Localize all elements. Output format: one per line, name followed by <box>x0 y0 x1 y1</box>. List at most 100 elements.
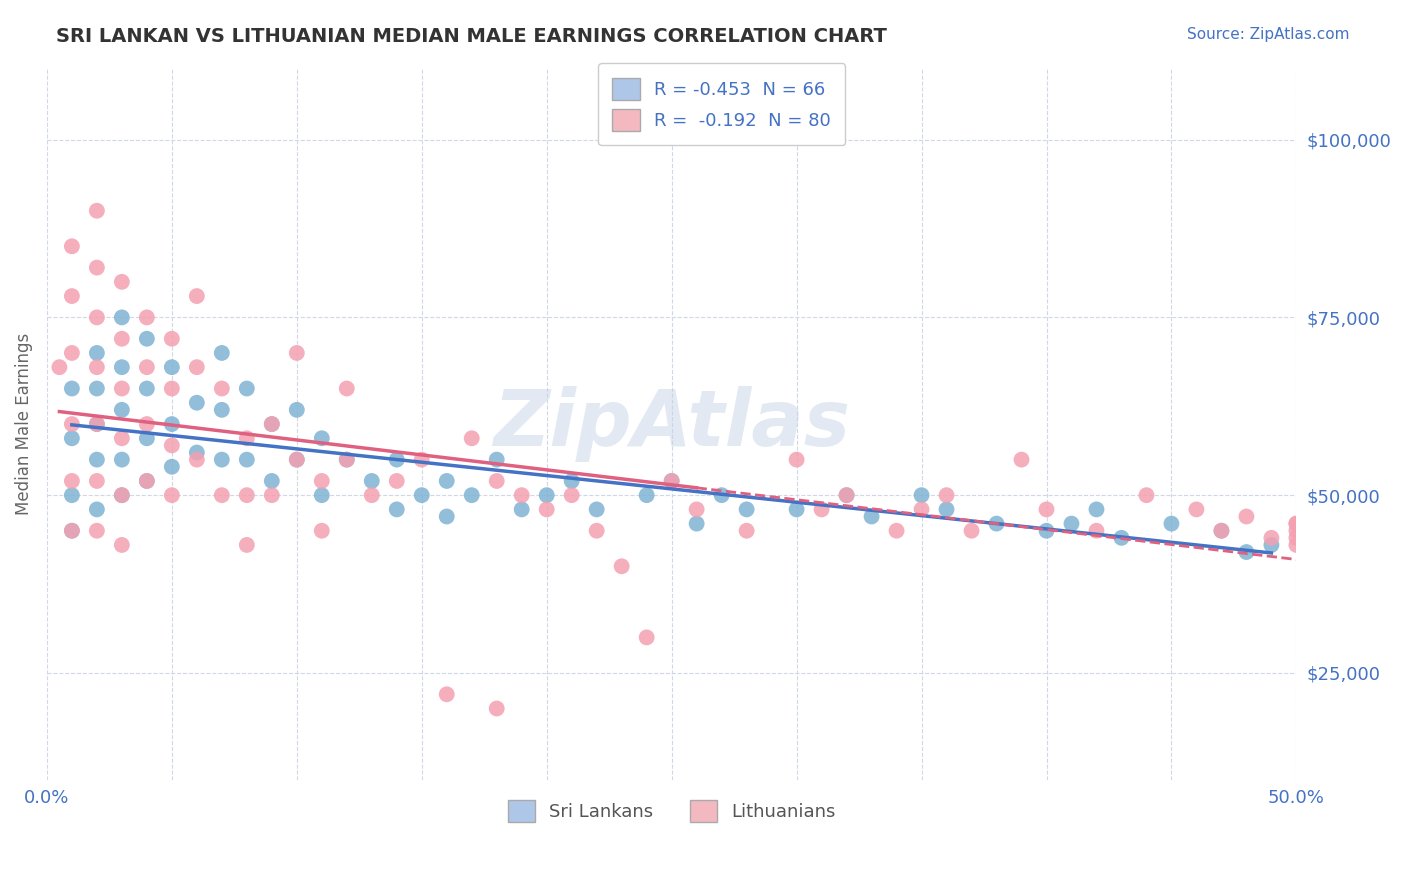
Text: ZipAtlas: ZipAtlas <box>494 386 851 462</box>
Point <box>111 402 134 417</box>
Point <box>60 239 83 253</box>
Point <box>786 452 808 467</box>
Point <box>1160 516 1182 531</box>
Point <box>1285 531 1308 545</box>
Point <box>86 474 108 488</box>
Point <box>260 417 283 431</box>
Point <box>411 488 433 502</box>
Point <box>360 474 382 488</box>
Point <box>86 524 108 538</box>
Point <box>160 382 183 396</box>
Point <box>610 559 633 574</box>
Point <box>860 509 883 524</box>
Point <box>111 488 134 502</box>
Point <box>461 488 484 502</box>
Point <box>935 488 957 502</box>
Point <box>135 431 157 445</box>
Point <box>585 502 607 516</box>
Point <box>135 332 157 346</box>
Point <box>111 488 134 502</box>
Point <box>186 452 208 467</box>
Point <box>510 488 533 502</box>
Point <box>111 360 134 375</box>
Point <box>1185 502 1208 516</box>
Point <box>311 431 333 445</box>
Point <box>160 459 183 474</box>
Point <box>135 474 157 488</box>
Point <box>485 452 508 467</box>
Point <box>910 488 932 502</box>
Point <box>661 474 683 488</box>
Point <box>160 360 183 375</box>
Point <box>685 516 707 531</box>
Point <box>135 360 157 375</box>
Point <box>111 332 134 346</box>
Point <box>786 502 808 516</box>
Point <box>236 488 259 502</box>
Y-axis label: Median Male Earnings: Median Male Earnings <box>15 333 32 516</box>
Point <box>385 502 408 516</box>
Point <box>636 488 658 502</box>
Point <box>260 417 283 431</box>
Point <box>710 488 733 502</box>
Point <box>111 275 134 289</box>
Point <box>86 310 108 325</box>
Point <box>86 360 108 375</box>
Point <box>86 346 108 360</box>
Point <box>48 360 70 375</box>
Point <box>436 509 458 524</box>
Point <box>186 360 208 375</box>
Point <box>1285 516 1308 531</box>
Point <box>211 402 233 417</box>
Point <box>86 260 108 275</box>
Point <box>1135 488 1157 502</box>
Point <box>60 346 83 360</box>
Point <box>160 332 183 346</box>
Point <box>661 474 683 488</box>
Point <box>1035 502 1057 516</box>
Point <box>211 346 233 360</box>
Point <box>1085 524 1108 538</box>
Point <box>135 474 157 488</box>
Point <box>186 289 208 303</box>
Point <box>111 431 134 445</box>
Point <box>986 516 1008 531</box>
Point <box>411 452 433 467</box>
Point <box>86 502 108 516</box>
Point <box>561 474 583 488</box>
Point <box>735 524 758 538</box>
Point <box>86 203 108 218</box>
Point <box>336 452 359 467</box>
Point <box>485 474 508 488</box>
Point <box>285 452 308 467</box>
Point <box>186 395 208 409</box>
Point <box>1060 516 1083 531</box>
Point <box>236 538 259 552</box>
Point <box>436 474 458 488</box>
Point <box>1035 524 1057 538</box>
Point <box>160 417 183 431</box>
Point <box>485 701 508 715</box>
Point <box>236 382 259 396</box>
Point <box>260 474 283 488</box>
Point <box>285 452 308 467</box>
Point <box>60 382 83 396</box>
Text: Source: ZipAtlas.com: Source: ZipAtlas.com <box>1187 27 1350 42</box>
Point <box>86 382 108 396</box>
Point <box>1285 524 1308 538</box>
Point <box>910 502 932 516</box>
Legend: Sri Lankans, Lithuanians: Sri Lankans, Lithuanians <box>495 788 848 835</box>
Point <box>311 488 333 502</box>
Point <box>536 488 558 502</box>
Point <box>135 417 157 431</box>
Point <box>311 524 333 538</box>
Point <box>835 488 858 502</box>
Point <box>585 524 607 538</box>
Point <box>111 382 134 396</box>
Point <box>960 524 983 538</box>
Point <box>60 289 83 303</box>
Point <box>135 310 157 325</box>
Point <box>436 687 458 701</box>
Point <box>60 417 83 431</box>
Point <box>60 524 83 538</box>
